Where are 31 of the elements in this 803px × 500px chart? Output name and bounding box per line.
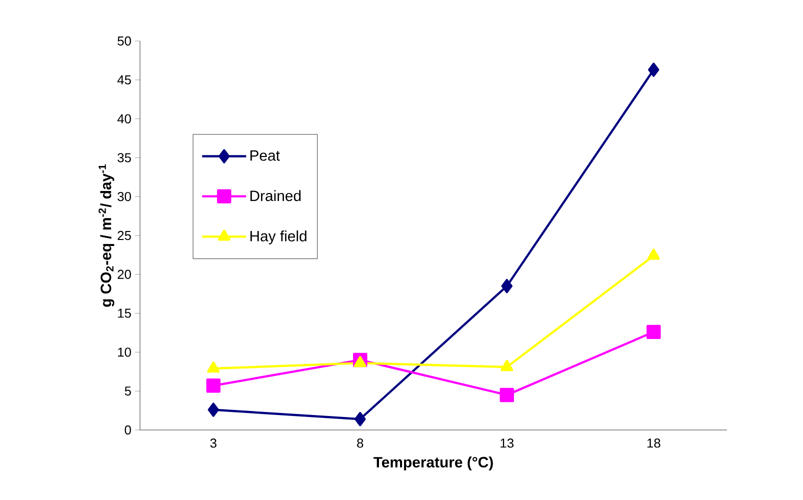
y-tick-label: 40 bbox=[117, 114, 131, 124]
point bbox=[648, 62, 660, 77]
point bbox=[501, 278, 512, 294]
point bbox=[647, 248, 660, 260]
point bbox=[354, 412, 366, 426]
legend-label: Hay field bbox=[250, 230, 306, 244]
point bbox=[646, 324, 661, 340]
y-tick-label: 30 bbox=[118, 192, 131, 202]
y-tick-label: 50 bbox=[118, 36, 131, 46]
point bbox=[208, 402, 219, 417]
point bbox=[206, 378, 220, 393]
y-tick-label: 5 bbox=[124, 386, 131, 396]
y-tick-label: 35 bbox=[118, 153, 131, 162]
point bbox=[354, 356, 366, 368]
y-tick-label: 20 bbox=[118, 270, 131, 279]
x-tick-label: 18 bbox=[647, 438, 660, 448]
x-tick-label: 8 bbox=[357, 438, 364, 448]
y-tick-label: 0 bbox=[124, 425, 131, 435]
y-tick-label: 25 bbox=[118, 230, 131, 240]
x-axis-title: Temperature (°C) bbox=[374, 456, 493, 470]
y-tick-label: 45 bbox=[117, 75, 131, 84]
x-tick-label: 13 bbox=[500, 438, 514, 448]
point bbox=[207, 361, 220, 373]
x-tick-label: 3 bbox=[210, 438, 216, 448]
legend-label: Peat bbox=[250, 150, 280, 161]
y-axis-title: g CO$_{2}$-eq / m$^{-2}$/ day$^{-1}$ bbox=[98, 164, 114, 307]
legend-label: Drained bbox=[250, 190, 301, 202]
y-tick-label: 15 bbox=[118, 308, 131, 318]
point bbox=[500, 360, 514, 372]
y-tick-label: 10 bbox=[118, 348, 131, 357]
point bbox=[500, 388, 514, 402]
